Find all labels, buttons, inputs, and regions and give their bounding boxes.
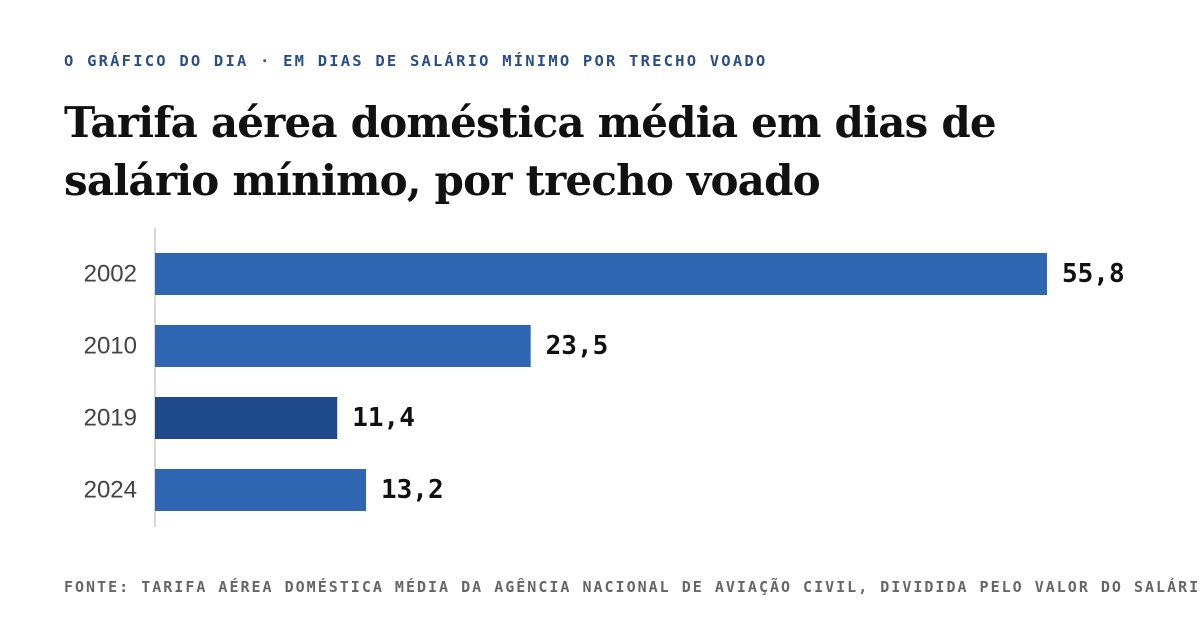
value-label-2002: 55,8 [1062,259,1125,289]
bar-2024 [155,469,367,511]
category-label-2010: 2010 [84,333,137,360]
category-label-2002: 2002 [84,261,137,288]
bar-2019 [155,397,338,439]
bar-2010 [155,325,531,367]
source-note: FONTE: TARIFA AÉREA DOMÉSTICA MÉDIA DA A… [64,578,1200,596]
category-label-2024: 2024 [84,477,137,504]
value-label-2019: 11,4 [352,403,415,433]
category-label-2019: 2019 [84,405,137,432]
chart-title: Tarifa aérea doméstica média em dias de … [64,98,997,205]
value-label-2010: 23,5 [546,331,609,361]
kicker: O GRÁFICO DO DIA · EM DIAS DE SALÁRIO MÍ… [64,52,768,70]
bar-2002 [155,253,1047,295]
value-label-2024: 13,2 [381,475,444,505]
